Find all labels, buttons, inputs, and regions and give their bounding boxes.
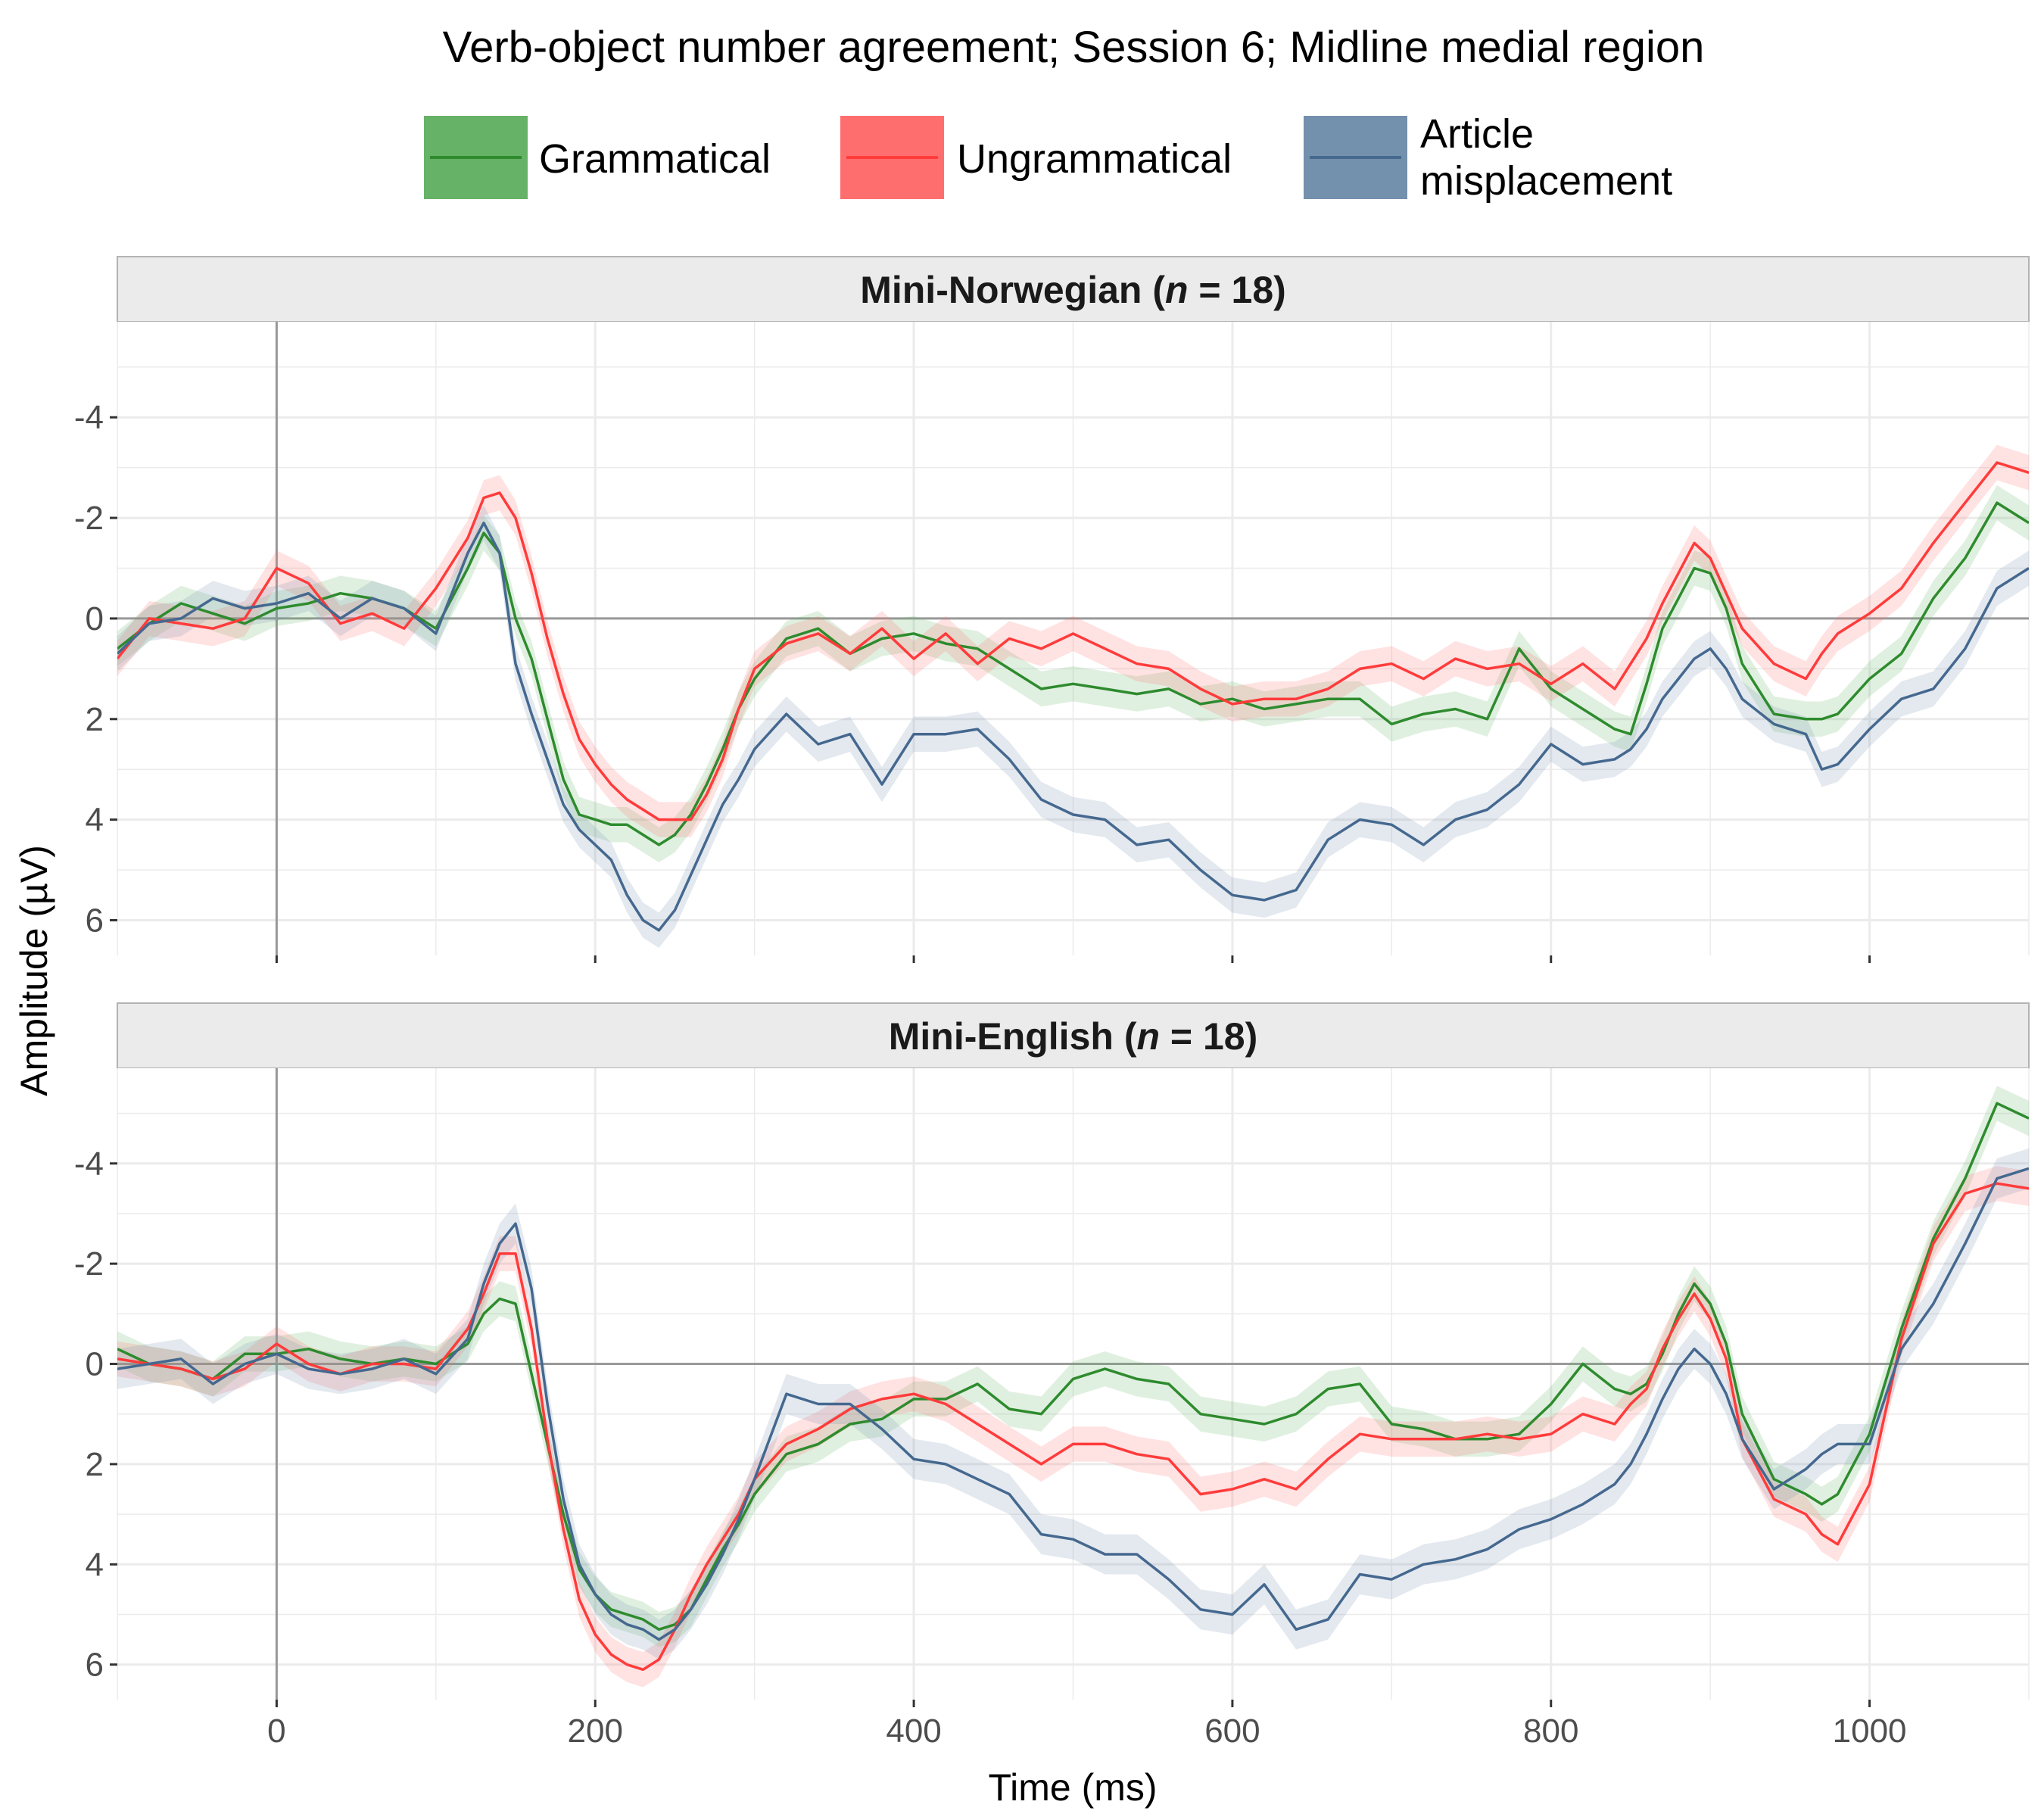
series-line-grammatical bbox=[117, 1102, 2029, 1632]
x-tick-label: 0 bbox=[267, 1713, 285, 1750]
panel-1: Mini-Norwegian (n = 18) -4 -2 0 2 4 6 bbox=[74, 256, 2030, 963]
legend-label-ungrammatical: Ungrammatical bbox=[957, 136, 1232, 182]
series-line-article bbox=[117, 1167, 2029, 1641]
legend-item-article: Article misplacement bbox=[1304, 111, 1672, 204]
ribbon-article bbox=[117, 505, 2029, 948]
y-axis: -4 -2 0 2 4 6 bbox=[74, 399, 117, 940]
ribbon-grammatical bbox=[117, 485, 2029, 863]
x-axis bbox=[275, 955, 1871, 963]
legend: Grammatical Ungrammatical Article misplacem… bbox=[424, 111, 1672, 204]
y-tick-label: 6 bbox=[86, 902, 104, 940]
x-tick-label: 600 bbox=[1204, 1713, 1260, 1750]
panel-strip-label: Mini-English (n = 18) bbox=[889, 1015, 1258, 1058]
y-axis: -4 -2 0 2 4 6 bbox=[74, 1145, 117, 1684]
legend-label-article: Article misplacement bbox=[1420, 111, 1672, 204]
x-tick-label: 1000 bbox=[1833, 1713, 1907, 1750]
ribbon-article bbox=[117, 1148, 2029, 1660]
y-tick-label: -4 bbox=[74, 1145, 104, 1183]
y-tick-label: 0 bbox=[86, 600, 104, 637]
x-axis-title: Time (ms) bbox=[988, 1766, 1157, 1809]
y-tick-label: -4 bbox=[74, 399, 104, 436]
panel-strip bbox=[117, 256, 2030, 323]
series-line-grammatical bbox=[117, 501, 2029, 846]
gridlines bbox=[117, 322, 2030, 955]
x-tick-label: 400 bbox=[886, 1713, 941, 1750]
chart-title: Verb-object number agreement; Session 6;… bbox=[443, 23, 1705, 72]
series-line-article bbox=[117, 521, 2029, 932]
y-tick-label: 2 bbox=[86, 1446, 104, 1483]
y-tick-label: 0 bbox=[86, 1346, 104, 1383]
y-tick-label: 4 bbox=[86, 1546, 104, 1583]
y-tick-label: -2 bbox=[74, 500, 104, 537]
legend-item-grammatical: Grammatical bbox=[424, 116, 771, 199]
ribbon-grammatical bbox=[117, 1086, 2029, 1647]
panel-2: Mini-English (n = 18) -4 -2 0 2 4 6 0 200 400 600 8… bbox=[74, 1002, 2030, 1750]
panel-strip-label: Mini-Norwegian (n = 18) bbox=[860, 269, 1286, 311]
y-axis-title: Amplitude (µV) bbox=[13, 845, 55, 1096]
y-tick-label: 6 bbox=[86, 1647, 104, 1684]
x-tick-label: 800 bbox=[1523, 1713, 1578, 1750]
ribbon-ungrammatical bbox=[117, 444, 2029, 837]
x-tick-label: 200 bbox=[568, 1713, 623, 1750]
y-tick-label: 4 bbox=[86, 802, 104, 839]
series-line-ungrammatical bbox=[117, 1182, 2029, 1672]
panel-strip bbox=[117, 1002, 2030, 1069]
legend-label-grammatical: Grammatical bbox=[539, 136, 771, 182]
ribbon-ungrammatical bbox=[117, 1166, 2029, 1688]
x-axis: 0 200 400 600 800 1000 bbox=[267, 1700, 1907, 1750]
legend-item-ungrammatical: Ungrammatical bbox=[840, 116, 1232, 199]
series-line-ungrammatical bbox=[117, 461, 2029, 821]
y-tick-label: -2 bbox=[74, 1245, 104, 1282]
y-tick-label: 2 bbox=[86, 701, 104, 738]
